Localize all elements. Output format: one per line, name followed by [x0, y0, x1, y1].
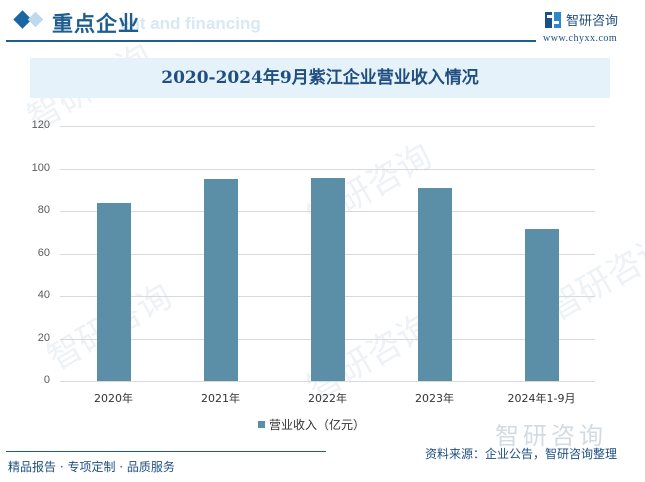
- gridline: [60, 126, 595, 127]
- chart-title: 2020-2024年9月紫江企业营业收入情况: [161, 68, 479, 88]
- header-ghost-text: ent and financing: [120, 14, 261, 33]
- bar: [310, 178, 345, 381]
- y-tick-label: 20: [37, 331, 50, 344]
- footer-divider: [6, 451, 326, 452]
- gridline: [60, 381, 595, 382]
- y-tick-label: 80: [37, 204, 50, 216]
- bar: [96, 202, 131, 381]
- x-tick-label: 2021年: [201, 392, 240, 405]
- legend-swatch: [258, 421, 265, 428]
- y-tick-label: 120: [31, 119, 50, 131]
- plot-area: [60, 126, 595, 382]
- header-divider: [6, 40, 536, 42]
- data-source: 资料来源：企业公告，智研咨询整理: [425, 447, 618, 461]
- bar: [203, 178, 238, 381]
- x-tick-label: 2024年1-9月: [507, 392, 576, 405]
- y-tick-label: 0: [43, 374, 50, 386]
- legend: 营业收入（亿元）: [258, 416, 365, 433]
- brand-name: 智研咨询: [566, 14, 619, 29]
- bar: [417, 188, 452, 381]
- header: ent and financing 重点企业 智研咨询 www.chyxx.co…: [0, 0, 645, 46]
- x-tick-label: 2022年: [308, 392, 347, 405]
- brand-url: www.chyxx.com: [543, 33, 618, 44]
- bar: [524, 228, 559, 381]
- chart-title-band: 2020-2024年9月紫江企业营业收入情况: [30, 58, 610, 98]
- brand-logo-icon: [545, 11, 561, 28]
- gridline: [60, 168, 595, 170]
- x-tick-label: 2020年: [94, 392, 133, 405]
- y-tick-label: 40: [37, 289, 50, 301]
- x-tick-label: 2023年: [415, 392, 454, 405]
- y-tick-label: 60: [37, 246, 50, 259]
- watermark-logo: 智研咨询: [495, 422, 607, 450]
- footer-tagline: 精品报告 · 专项定制 · 品质服务: [8, 460, 175, 474]
- legend-label: 营业收入（亿元）: [269, 418, 366, 432]
- brand: 智研咨询: [545, 10, 618, 29]
- y-tick-label: 100: [31, 161, 50, 174]
- diamond-icon: [27, 11, 44, 28]
- section-title: 重点企业: [52, 11, 140, 36]
